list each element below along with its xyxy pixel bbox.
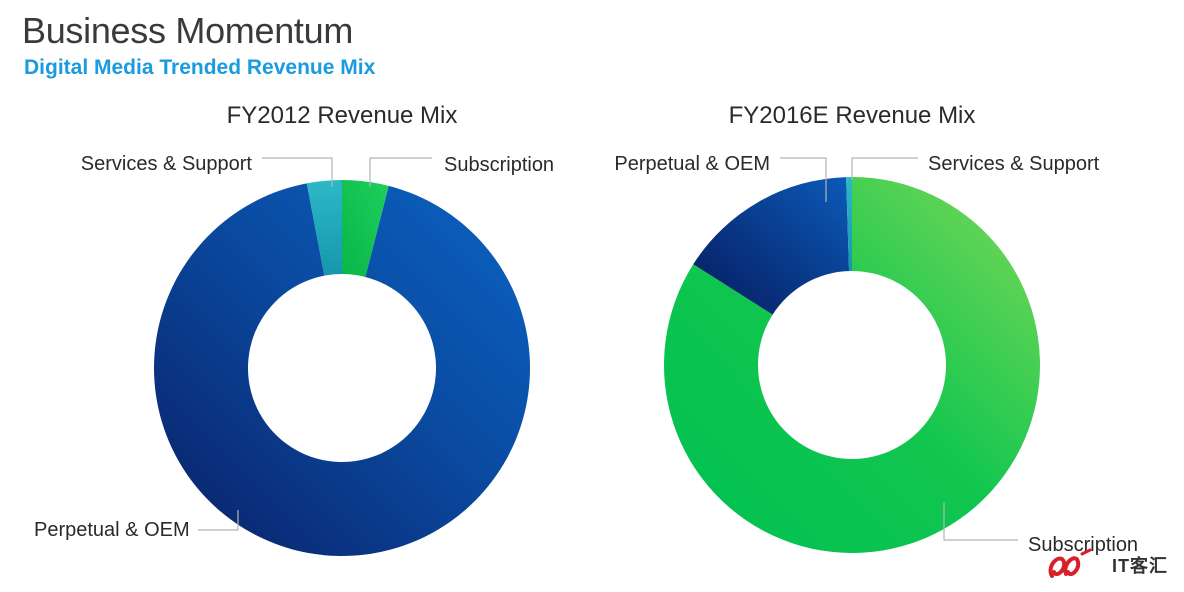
slice-services-support-1 (846, 177, 852, 272)
slice-label-services-support-1: Services & Support (928, 153, 1100, 175)
leader-line-1-0 (943, 502, 1018, 541)
slice-subscription-1 (663, 177, 1040, 553)
slice-label-subscription-1: Subscription (1028, 534, 1138, 556)
slice-perpetual-oem-0 (153, 183, 530, 556)
slice-services-support-0 (306, 180, 342, 276)
watermark-text: IT客汇 (1112, 556, 1168, 576)
leader-line-0-0 (369, 157, 432, 187)
leader-line-1-1 (780, 157, 827, 202)
chart-title-fy2012: FY2012 Revenue Mix (226, 102, 458, 129)
slice-perpetual-oem-1 (693, 177, 850, 315)
leader-line-0-2 (262, 157, 333, 187)
slice-subscription-0 (342, 180, 389, 277)
leader-line-1-2 (851, 157, 918, 180)
page-title: Business Momentum (22, 10, 354, 51)
slice-label-perpetual-oem-1: Perpetual & OEM (614, 153, 770, 175)
watermark-logo-icon (1048, 548, 1092, 578)
leader-line-0-1 (198, 510, 239, 531)
slice-label-perpetual-oem-0: Perpetual & OEM (34, 519, 190, 541)
slice-label-subscription-0: Subscription (444, 154, 554, 176)
chart-title-fy2016e: FY2016E Revenue Mix (728, 102, 976, 129)
slice-label-services-support-0: Services & Support (81, 153, 253, 175)
page-subtitle: Digital Media Trended Revenue Mix (24, 56, 376, 79)
